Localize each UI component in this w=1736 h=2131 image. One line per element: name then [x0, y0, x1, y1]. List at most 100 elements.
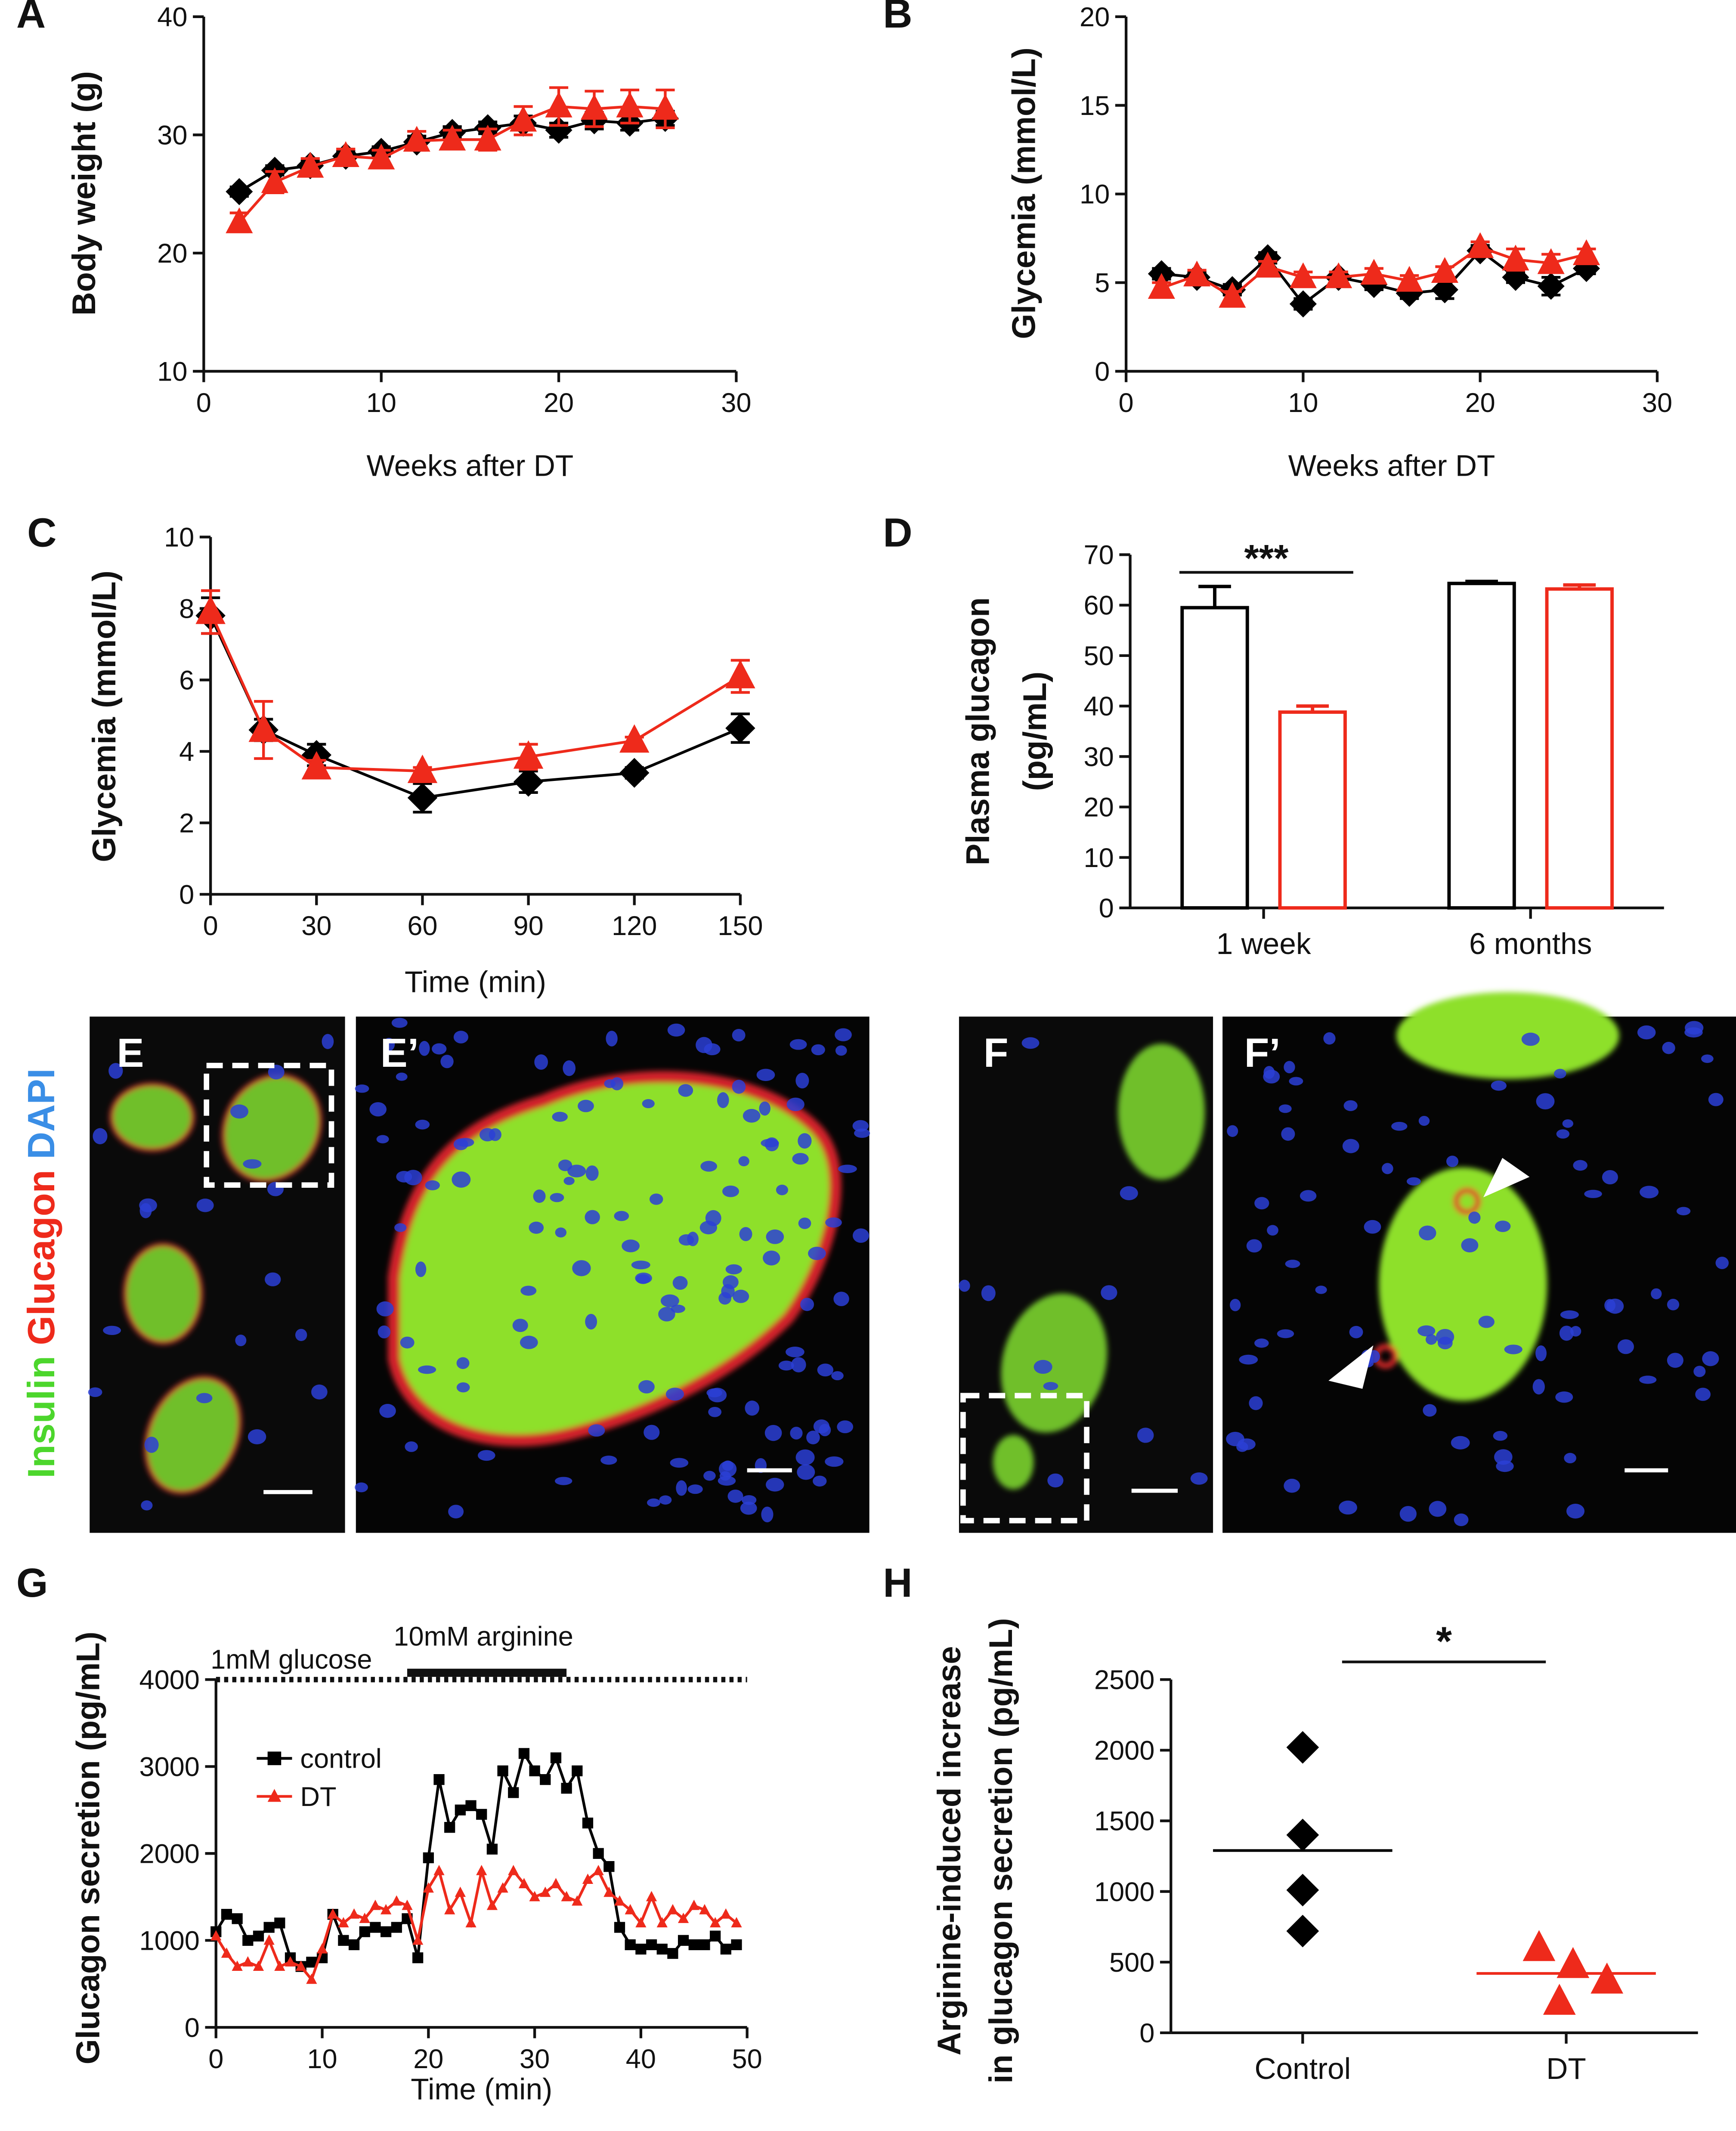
nucleus	[606, 1031, 618, 1047]
nucleus	[1684, 1027, 1703, 1038]
point	[476, 1865, 487, 1875]
arrowhead	[1328, 1345, 1374, 1389]
nucleus	[708, 1407, 722, 1417]
nucleus	[391, 1018, 408, 1028]
panel-letter: A	[16, 0, 46, 37]
nucleus	[1047, 1473, 1064, 1488]
nucleus	[1640, 1186, 1659, 1199]
point	[1286, 1914, 1319, 1948]
y-tick-label: 70	[1083, 540, 1114, 570]
nucleus	[230, 1104, 249, 1119]
nucleus	[139, 1198, 157, 1212]
nucleus	[831, 1371, 844, 1381]
micrographs: Insulin Glucagon DAPI E E’ F	[20, 992, 1736, 1533]
x-tick-label: 0	[203, 911, 218, 941]
nucleus	[1364, 1220, 1381, 1234]
nucleus	[1495, 1220, 1511, 1232]
nucleus	[732, 1028, 746, 1042]
point	[253, 1930, 264, 1942]
point	[593, 1865, 604, 1875]
nucleus	[520, 1285, 537, 1296]
nucleus	[1556, 1129, 1570, 1139]
nucleus	[1451, 1436, 1470, 1450]
panel-letter: C	[27, 510, 56, 556]
nucleus	[563, 1177, 575, 1185]
nucleus	[1238, 1438, 1256, 1450]
point	[625, 1904, 636, 1914]
point	[545, 91, 572, 118]
point	[455, 1886, 466, 1897]
point	[391, 1922, 402, 1933]
panel-letter: G	[16, 1560, 48, 1606]
nucleus	[552, 1112, 568, 1122]
point	[582, 1818, 594, 1829]
nucleus	[981, 1285, 996, 1301]
point	[580, 94, 608, 120]
point	[619, 724, 650, 753]
point	[1591, 1962, 1624, 1994]
nucleus	[1406, 1177, 1421, 1186]
x-axis-label: Time (min)	[405, 965, 546, 999]
panel-letter: F	[984, 1030, 1009, 1076]
nucleus	[808, 1247, 826, 1260]
point	[1219, 282, 1246, 308]
nucleus	[705, 1210, 721, 1227]
point	[221, 1947, 232, 1958]
nucleus	[1493, 1431, 1508, 1441]
x-tick-label: 0	[196, 388, 211, 418]
nucleus	[1425, 1334, 1437, 1345]
y-tick-label: 10	[157, 357, 187, 387]
point	[656, 1917, 668, 1927]
point	[412, 1952, 424, 1964]
point	[433, 1774, 445, 1785]
point	[474, 124, 501, 151]
nucleus	[1342, 1139, 1359, 1153]
x-tick-label: 30	[301, 911, 331, 941]
y-tick-label: 0	[1139, 2018, 1154, 2048]
point	[725, 660, 755, 688]
nucleus	[452, 1171, 471, 1188]
y-axis-label: Glucagon secretion (pg/mL)	[70, 1632, 106, 2064]
point	[646, 1891, 657, 1902]
nucleus	[1536, 1093, 1555, 1110]
point	[253, 1960, 264, 1971]
nucleus	[833, 1292, 849, 1306]
point	[1522, 1930, 1556, 1961]
x-tick-label: 150	[718, 911, 763, 941]
nucleus	[638, 1380, 655, 1394]
nucleus	[959, 1279, 970, 1292]
nucleus	[268, 1065, 285, 1080]
nucleus	[1637, 1025, 1656, 1040]
nucleus	[1300, 1190, 1317, 1202]
point	[195, 595, 226, 624]
nucleus	[578, 1100, 594, 1112]
y-tick-label: 20	[1083, 793, 1114, 823]
nucleus	[1289, 1077, 1303, 1086]
point	[332, 141, 359, 167]
nucleus	[761, 1139, 779, 1148]
nucleus	[1454, 1513, 1469, 1526]
point	[614, 1895, 625, 1906]
nucleus	[585, 1313, 597, 1330]
nucleus	[572, 1260, 591, 1276]
y-tick-label: 10	[1083, 843, 1114, 873]
point	[348, 1939, 360, 1950]
nucleus	[722, 1185, 739, 1197]
point	[625, 1939, 636, 1950]
point	[1467, 232, 1494, 258]
point	[561, 1783, 572, 1794]
nucleus	[835, 1028, 852, 1041]
nucleus	[1101, 1285, 1117, 1300]
x-tick-label: 120	[612, 911, 657, 941]
x-tick-label: Control	[1254, 2052, 1351, 2085]
nucleus	[108, 1063, 123, 1079]
nucleus	[1468, 1211, 1481, 1224]
nucleus	[642, 1099, 655, 1109]
x-tick-label: 50	[732, 2044, 762, 2074]
nucleus	[1676, 1207, 1691, 1215]
nucleus	[432, 1043, 447, 1055]
nucleus	[635, 1272, 652, 1284]
nucleus	[756, 1069, 775, 1081]
nucleus	[600, 1456, 617, 1465]
nucleus	[725, 1264, 742, 1275]
